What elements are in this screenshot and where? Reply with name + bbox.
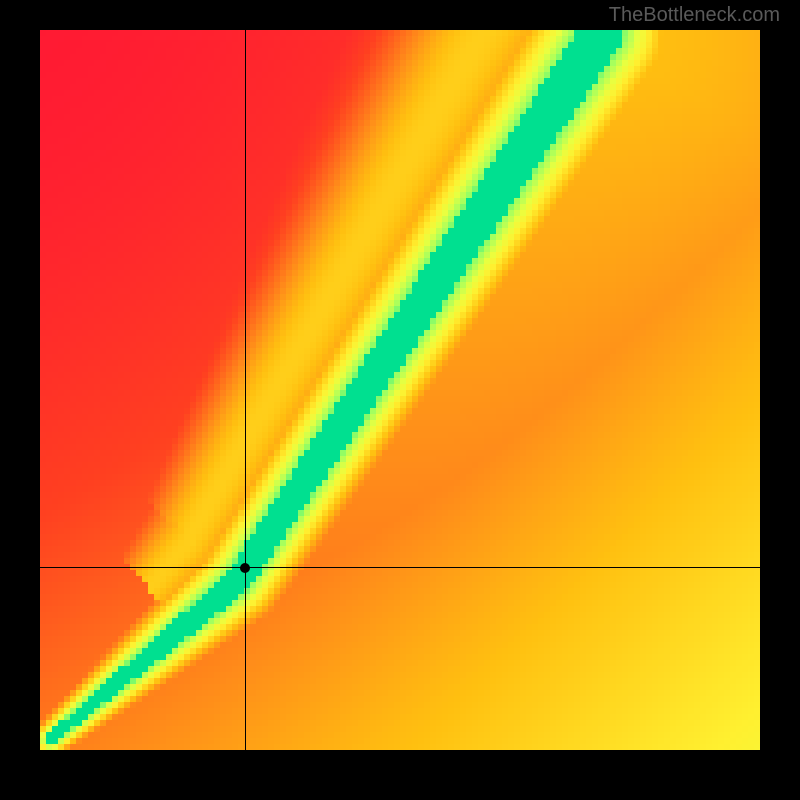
plot-area xyxy=(40,30,760,750)
crosshair-vertical xyxy=(245,30,246,750)
watermark-text: TheBottleneck.com xyxy=(609,4,780,27)
heatmap-canvas xyxy=(40,30,760,750)
crosshair-marker xyxy=(240,563,250,573)
crosshair-horizontal xyxy=(40,567,760,568)
chart-container: TheBottleneck.com xyxy=(0,0,800,800)
